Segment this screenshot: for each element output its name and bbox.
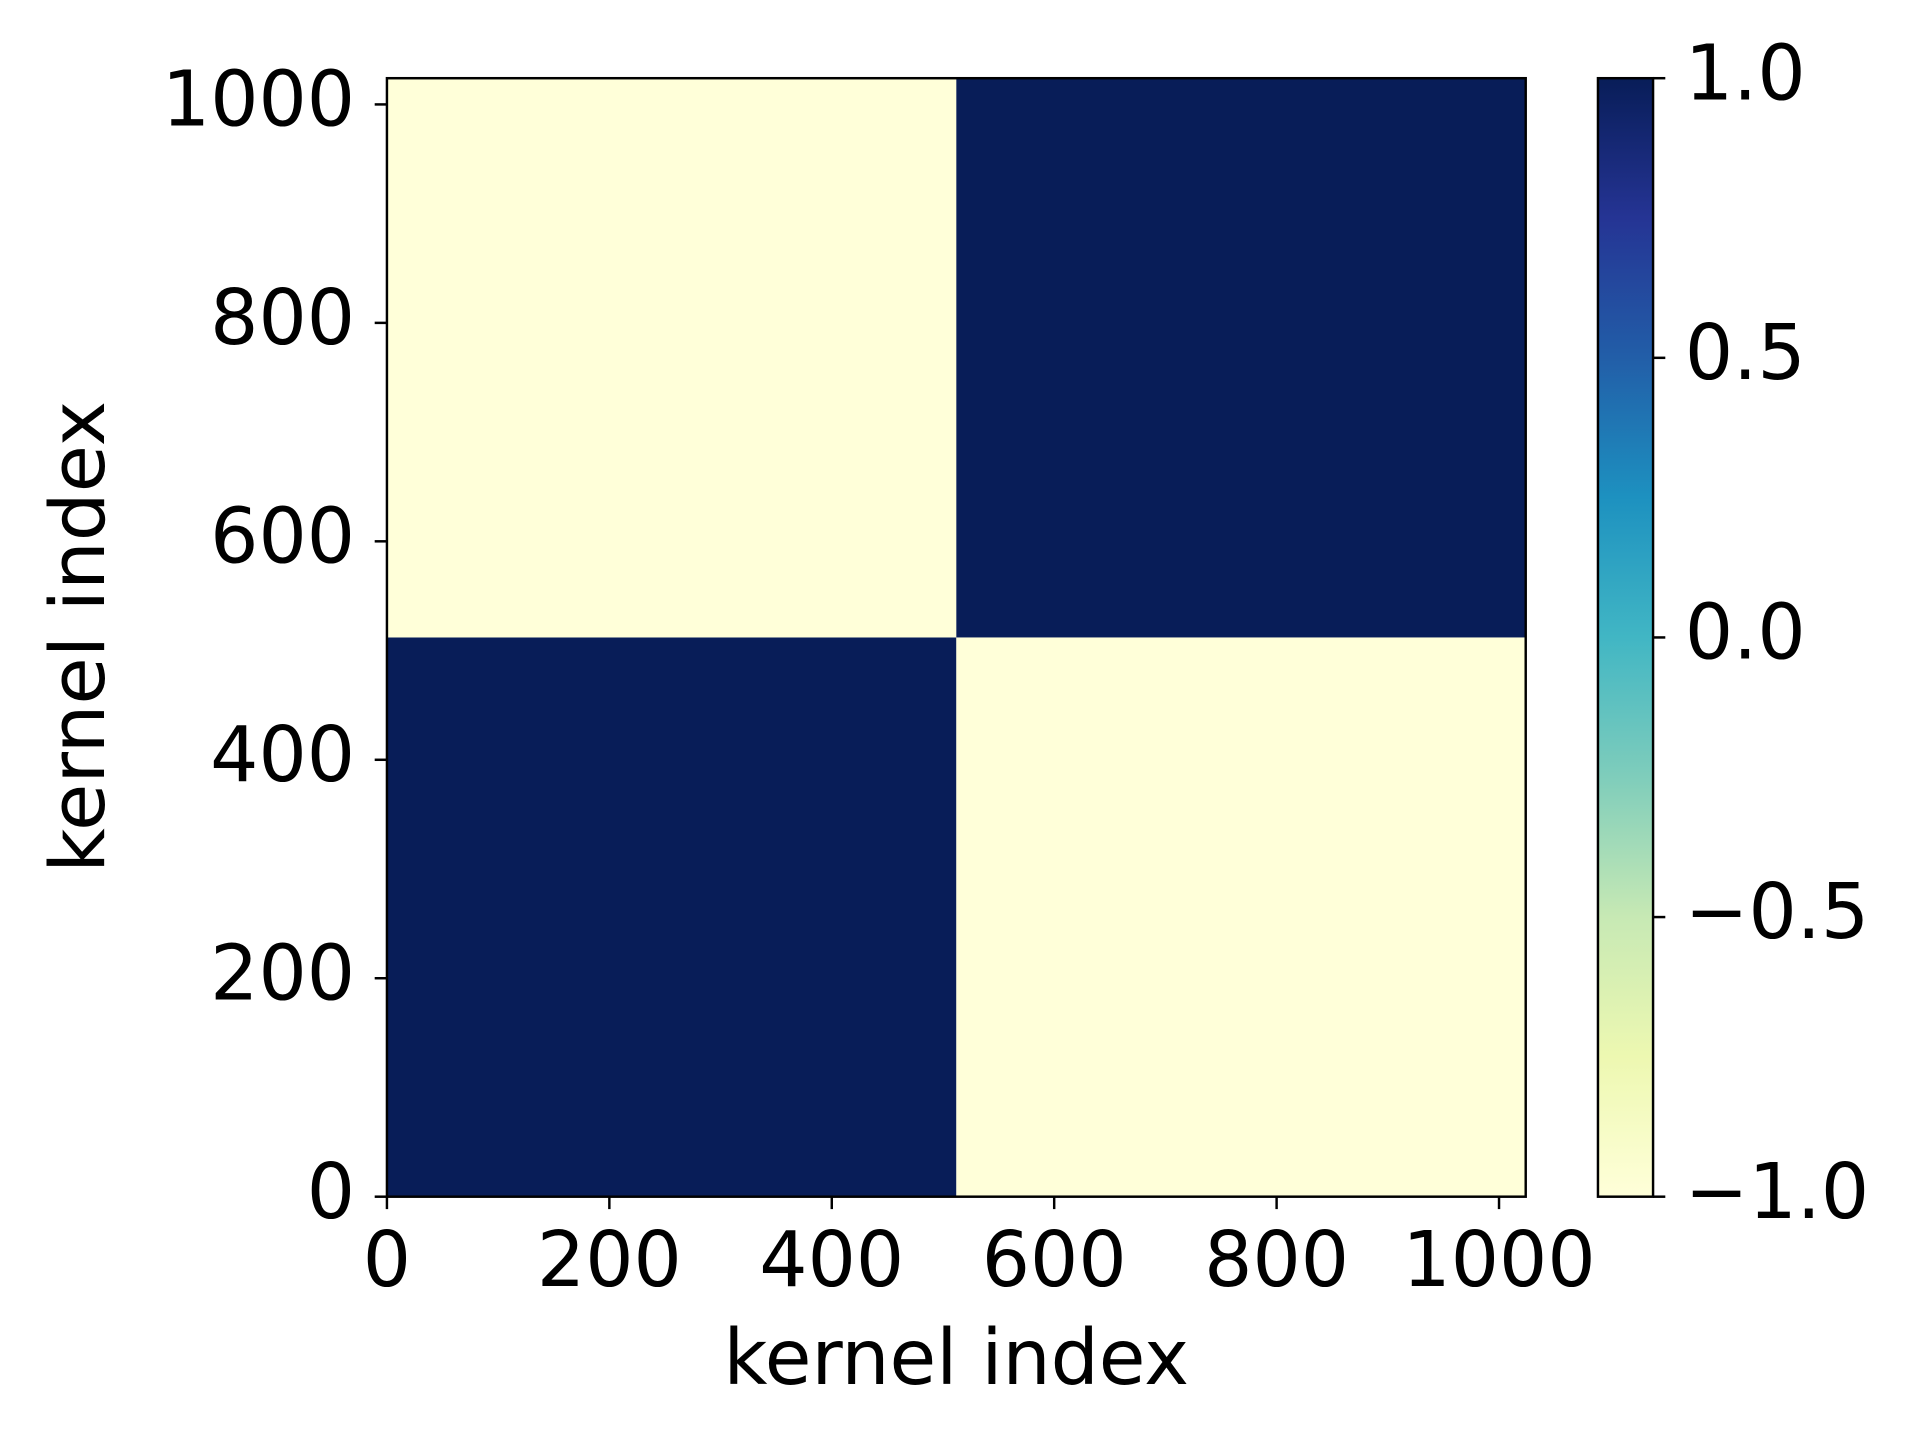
x-tick-label: 0: [363, 1216, 411, 1306]
heatmap-cell: [386, 637, 957, 1197]
y-axis-label: kernel index: [35, 401, 123, 873]
colorbar-tick-label: 1.0: [1685, 29, 1806, 119]
plot-frame: [385, 76, 1527, 1198]
colorbar-tick-label: −0.5: [1685, 868, 1869, 958]
y-tick-label: 1000: [162, 55, 355, 145]
x-tick-label: 400: [759, 1216, 904, 1306]
x-tick-label: 1000: [1402, 1216, 1595, 1306]
y-tick-label: 800: [210, 274, 355, 364]
heatmap-cell: [956, 78, 1526, 638]
y-tick-label: 600: [210, 492, 355, 582]
x-tick-label: 600: [982, 1216, 1127, 1306]
heatmap-cell: [386, 78, 957, 638]
colorbar-tick-label: −1.0: [1685, 1147, 1869, 1237]
x-tick-label: 800: [1204, 1216, 1349, 1306]
colorbar-tick-label: 0.5: [1685, 308, 1806, 398]
x-tick-label: 200: [537, 1216, 682, 1306]
y-tick-label: 400: [210, 710, 355, 800]
colorbar: [1596, 76, 1655, 1198]
heatmap-cell: [956, 637, 1526, 1197]
x-axis-label: kernel index: [724, 1314, 1190, 1404]
colorbar-tick-label: 0.0: [1685, 588, 1806, 678]
y-tick-label: 0: [307, 1147, 355, 1237]
y-tick-label: 200: [210, 929, 355, 1019]
